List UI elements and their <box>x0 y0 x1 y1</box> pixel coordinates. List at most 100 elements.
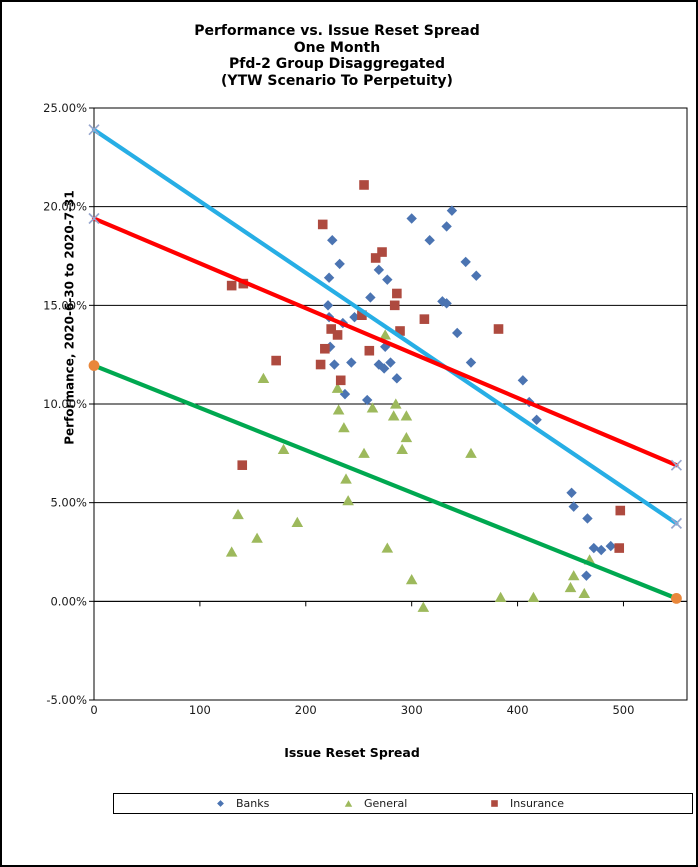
point-insurance <box>271 355 281 366</box>
point-general <box>366 402 379 413</box>
point-banks <box>362 394 373 406</box>
x-tick-label: 0 <box>90 703 97 717</box>
legend-item-banks: Banks <box>214 796 269 810</box>
point-banks <box>605 540 616 552</box>
point-banks <box>566 487 577 498</box>
trendline-endpoint-x-icon <box>88 212 100 225</box>
chart-title: Performance vs. Issue Reset Spread One M… <box>0 23 674 89</box>
point-general <box>527 591 540 602</box>
title-line-1: Performance vs. Issue Reset Spread <box>194 23 480 39</box>
square-icon <box>491 799 498 807</box>
point-insurance <box>389 300 400 311</box>
point-banks <box>385 357 396 368</box>
legend-box: Banks General Insurance <box>113 793 693 814</box>
point-insurance <box>317 219 328 230</box>
point-general <box>400 410 413 421</box>
diamond-icon <box>217 799 224 807</box>
point-general <box>232 508 244 520</box>
point-insurance <box>377 247 387 257</box>
point-general <box>331 382 344 393</box>
point-insurance <box>615 505 626 516</box>
point-general <box>332 404 345 415</box>
point-banks <box>441 221 452 232</box>
title-line-2: One Month <box>293 39 381 56</box>
y-tick-label: 25.00% <box>43 101 87 115</box>
point-banks <box>349 311 360 323</box>
point-banks <box>327 235 338 246</box>
trendline-general <box>91 363 679 601</box>
point-banks <box>596 544 607 556</box>
point-insurance <box>335 375 346 386</box>
point-general <box>379 329 392 340</box>
point-insurance <box>359 180 369 190</box>
y-tick-label: 0.00% <box>50 594 87 608</box>
point-banks <box>323 272 335 283</box>
point-general <box>387 410 400 421</box>
point-general <box>465 447 477 458</box>
title-line-4: (YTW Scenario To Perpetuity) <box>221 72 453 89</box>
point-banks <box>373 264 385 276</box>
y-tick-label: 5.00% <box>50 496 87 510</box>
point-insurance <box>370 253 381 263</box>
point-banks <box>378 363 390 374</box>
point-general <box>417 601 430 612</box>
point-general <box>400 431 413 443</box>
triangle-icon <box>344 799 353 807</box>
point-general <box>291 516 304 527</box>
trendline-endpoint-x-icon <box>670 517 683 529</box>
y-tick-label: 15.00% <box>43 298 87 312</box>
point-general <box>564 581 577 593</box>
point-insurance <box>226 280 237 291</box>
point-general <box>340 473 352 484</box>
point-insurance <box>320 343 330 354</box>
x-tick-label: 400 <box>507 703 529 717</box>
point-general <box>257 372 270 383</box>
legend-item-insurance: Insurance <box>488 796 564 810</box>
point-general <box>567 570 580 581</box>
x-tick-label: 500 <box>612 703 634 717</box>
point-insurance <box>237 460 248 470</box>
point-general <box>389 398 402 409</box>
point-general <box>358 447 370 458</box>
point-insurance <box>326 324 336 334</box>
y-tick-label: -5.00% <box>46 693 87 707</box>
trendline-endpoint-circle-icon <box>88 360 100 371</box>
point-general <box>405 574 418 585</box>
point-banks <box>382 274 393 285</box>
legend-label: Insurance <box>510 797 564 810</box>
point-general <box>396 443 408 454</box>
point-banks <box>406 213 417 224</box>
point-general <box>381 542 394 553</box>
point-banks <box>391 373 403 384</box>
x-tick-label: 100 <box>189 703 211 717</box>
point-banks <box>465 357 477 368</box>
point-insurance <box>315 359 326 370</box>
point-banks <box>334 258 345 270</box>
point-insurance <box>364 345 375 356</box>
point-banks <box>582 513 593 524</box>
y-tick-label: 10.00% <box>43 397 87 411</box>
y-tick-label: 20.00% <box>43 200 87 214</box>
point-banks <box>581 570 592 581</box>
legend-label: General <box>364 797 408 810</box>
point-insurance <box>614 543 625 553</box>
point-banks <box>588 542 600 554</box>
point-banks <box>568 501 579 512</box>
plot-border <box>93 107 688 701</box>
x-tick-label: 300 <box>401 703 423 717</box>
point-banks <box>452 327 463 339</box>
point-banks <box>329 359 340 370</box>
trendline-endpoint-x-icon <box>88 124 100 136</box>
point-banks <box>346 357 357 368</box>
x-tick-label: 200 <box>295 703 317 717</box>
point-banks <box>446 205 458 216</box>
point-insurance <box>493 324 504 334</box>
trendline-endpoint-circle-icon <box>671 592 682 604</box>
point-insurance <box>332 330 343 340</box>
legend-item-general: General <box>342 796 407 810</box>
point-insurance <box>419 314 430 324</box>
point-banks <box>365 292 376 303</box>
legend-label: Banks <box>236 797 270 810</box>
